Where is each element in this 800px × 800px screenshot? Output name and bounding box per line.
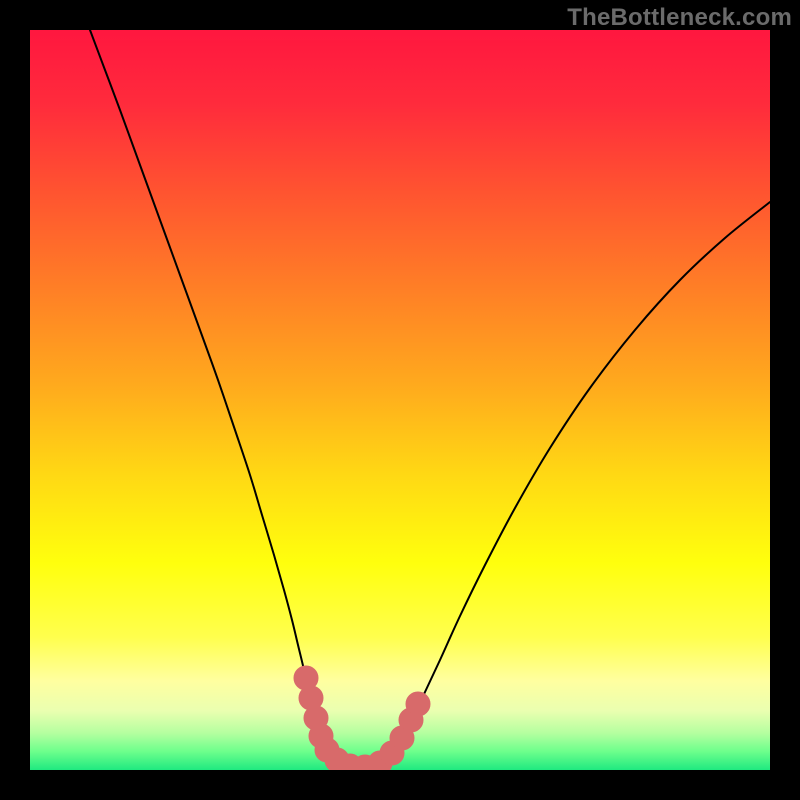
chart-frame: TheBottleneck.com bbox=[0, 0, 800, 800]
bottleneck-curve bbox=[90, 30, 770, 768]
marker-point bbox=[406, 692, 430, 716]
plot-area bbox=[30, 30, 770, 770]
watermark-text: TheBottleneck.com bbox=[567, 4, 792, 32]
curve-markers bbox=[294, 666, 430, 770]
curve-layer bbox=[30, 30, 770, 770]
